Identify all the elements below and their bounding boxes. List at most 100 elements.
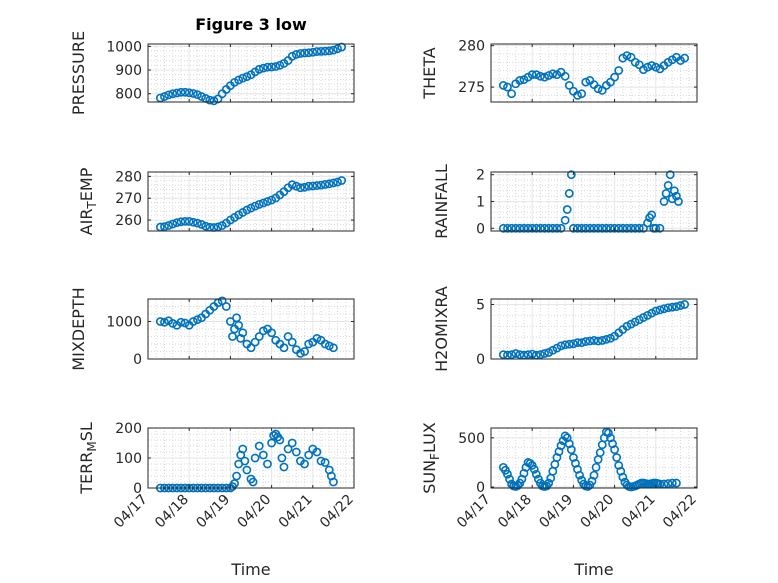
data-point bbox=[232, 471, 241, 481]
data-point bbox=[507, 350, 516, 360]
data-point bbox=[333, 177, 342, 187]
data-point bbox=[312, 47, 322, 56]
axes-box bbox=[490, 427, 698, 489]
y-axis-label: TERRMSL bbox=[77, 422, 99, 495]
y-axis-label-part: EMP bbox=[77, 167, 96, 201]
data-series bbox=[498, 170, 683, 233]
data-point bbox=[258, 198, 268, 208]
data-point bbox=[612, 453, 622, 462]
y-axis-label-part: MIXDEPTH bbox=[69, 287, 88, 370]
data-series bbox=[155, 42, 347, 106]
data-point bbox=[672, 478, 681, 488]
data-point bbox=[589, 336, 599, 345]
data-point bbox=[324, 46, 334, 56]
data-point bbox=[176, 317, 186, 327]
data-point bbox=[643, 218, 652, 228]
data-point bbox=[267, 195, 276, 205]
y-axis-label-part: SUN bbox=[420, 460, 439, 494]
y-tick-label: 800 bbox=[115, 87, 142, 103]
subplot-air-temp: 260 270 280 AIRTEMP bbox=[77, 167, 355, 235]
data-point bbox=[304, 339, 314, 349]
data-series bbox=[155, 296, 338, 358]
data-point bbox=[300, 48, 309, 58]
data-point bbox=[324, 341, 334, 351]
data-point bbox=[529, 464, 539, 474]
data-point bbox=[263, 62, 272, 72]
data-point bbox=[287, 180, 297, 190]
data-point bbox=[647, 210, 657, 220]
y-axis-label: AIRTEMP bbox=[77, 167, 99, 235]
data-point bbox=[164, 90, 173, 100]
data-point bbox=[184, 88, 194, 98]
data-point bbox=[304, 48, 314, 58]
data-point bbox=[197, 92, 206, 101]
data-point bbox=[610, 72, 619, 82]
data-point bbox=[324, 179, 334, 189]
data-point bbox=[320, 180, 330, 189]
data-point bbox=[601, 334, 611, 344]
data-point bbox=[667, 302, 677, 312]
data-series bbox=[498, 300, 690, 360]
subplot-h2omixra: 0 5 H2OMIXRA bbox=[432, 286, 698, 372]
data-point bbox=[680, 53, 690, 63]
tick-marks bbox=[490, 172, 698, 231]
data-point bbox=[160, 222, 169, 232]
data-point bbox=[328, 343, 338, 353]
data-point bbox=[659, 304, 669, 314]
data-point bbox=[672, 191, 681, 201]
data-point bbox=[564, 81, 574, 90]
data-point bbox=[503, 469, 512, 479]
data-point bbox=[566, 170, 576, 180]
y-tick-label: 1000 bbox=[106, 39, 142, 55]
data-point bbox=[250, 337, 260, 347]
data-point bbox=[168, 219, 178, 229]
data-point bbox=[254, 64, 264, 74]
data-point bbox=[300, 182, 309, 192]
y-tick-label: 0 bbox=[133, 352, 142, 368]
data-point bbox=[213, 222, 223, 232]
data-point bbox=[258, 326, 268, 336]
data-point bbox=[217, 296, 227, 306]
data-point bbox=[562, 205, 572, 214]
data-point bbox=[296, 348, 305, 358]
data-point bbox=[320, 46, 330, 56]
data-point bbox=[560, 71, 570, 81]
data-point bbox=[581, 223, 591, 233]
data-point bbox=[655, 305, 665, 315]
data-point bbox=[258, 63, 268, 73]
data-point bbox=[634, 223, 644, 233]
data-point bbox=[589, 470, 599, 480]
data-point bbox=[564, 189, 574, 198]
data-point bbox=[308, 181, 318, 191]
data-point bbox=[507, 89, 516, 99]
y-axis-label: THETA bbox=[420, 47, 439, 99]
data-point bbox=[238, 328, 248, 338]
data-point bbox=[531, 223, 541, 233]
data-point bbox=[316, 46, 326, 56]
data-point bbox=[291, 50, 301, 59]
data-point bbox=[519, 223, 529, 233]
data-point bbox=[337, 176, 347, 185]
data-point bbox=[275, 60, 285, 70]
data-point bbox=[503, 223, 512, 233]
data-point bbox=[234, 75, 244, 85]
data-point bbox=[661, 189, 671, 198]
data-point bbox=[308, 47, 318, 57]
data-point bbox=[205, 95, 215, 105]
data-point bbox=[513, 481, 523, 490]
data-point bbox=[236, 333, 246, 343]
y-tick-label: 0 bbox=[476, 221, 485, 237]
data-point bbox=[601, 223, 611, 233]
data-point bbox=[176, 217, 186, 227]
axes-background bbox=[491, 299, 697, 359]
data-point bbox=[622, 51, 632, 60]
data-point bbox=[593, 336, 603, 346]
data-point bbox=[659, 197, 669, 206]
data-point bbox=[531, 469, 541, 479]
y-tick-label: 0 bbox=[476, 480, 485, 496]
data-point bbox=[674, 197, 683, 206]
data-point bbox=[597, 336, 607, 345]
x-axis-label-left: Time bbox=[230, 560, 270, 579]
